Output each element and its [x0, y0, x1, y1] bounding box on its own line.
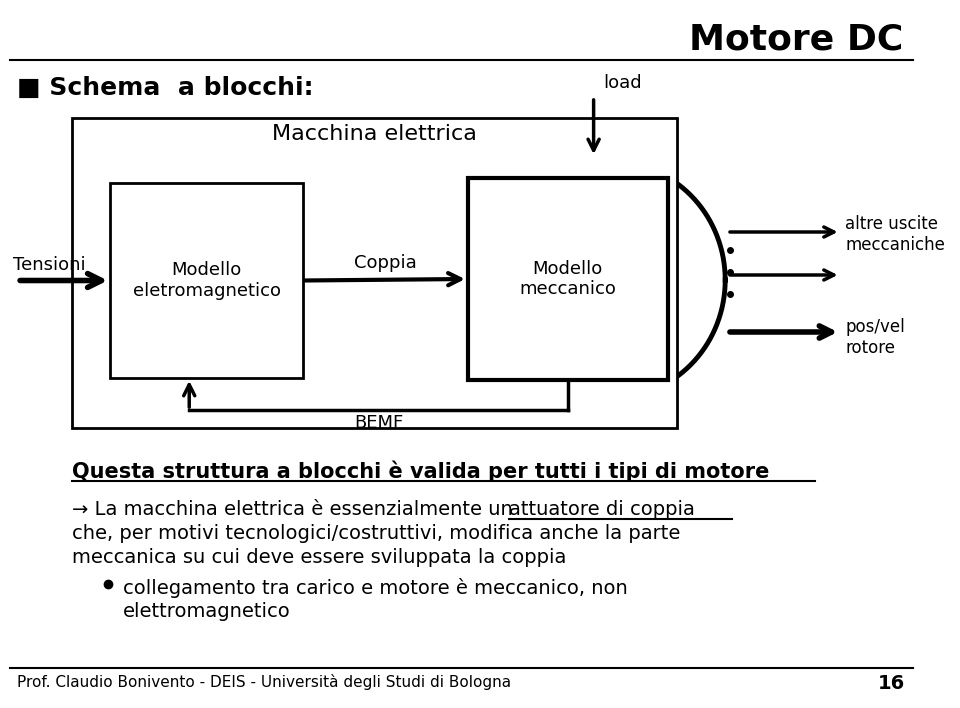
Text: Coppia: Coppia [354, 254, 417, 273]
Text: elettromagnetico: elettromagnetico [123, 602, 291, 621]
Text: Questa struttura a blocchi è valida per tutti i tipi di motore: Questa struttura a blocchi è valida per … [72, 460, 769, 481]
Text: Prof. Claudio Bonivento - DEIS - Università degli Studi di Bologna: Prof. Claudio Bonivento - DEIS - Univers… [17, 674, 512, 690]
Text: che, per motivi tecnologici/costruttivi, modifica anche la parte: che, per motivi tecnologici/costruttivi,… [72, 524, 681, 543]
Text: pos/vel
rotore: pos/vel rotore [846, 318, 905, 357]
Text: load: load [603, 74, 642, 92]
Text: Macchina elettrica: Macchina elettrica [273, 124, 477, 144]
Text: BEMF: BEMF [354, 414, 403, 432]
Bar [468, 178, 667, 380]
Text: Tensioni: Tensioni [13, 256, 86, 275]
Text: collegamento tra carico e motore è meccanico, non: collegamento tra carico e motore è mecca… [123, 578, 628, 598]
Text: Modello
eletromagnetico: Modello eletromagnetico [132, 261, 280, 300]
Bar [72, 118, 677, 428]
Text: attuatore di coppia: attuatore di coppia [509, 500, 695, 519]
Text: Modello
meccanico: Modello meccanico [519, 260, 616, 298]
Text: Motore DC: Motore DC [688, 23, 903, 57]
Text: altre uscite
meccaniche: altre uscite meccaniche [846, 215, 946, 253]
Text: 16: 16 [877, 674, 905, 693]
Bar [110, 183, 302, 378]
Text: meccanica su cui deve essere sviluppata la coppia: meccanica su cui deve essere sviluppata … [72, 548, 566, 567]
Text: ■ Schema  a blocchi:: ■ Schema a blocchi: [17, 76, 314, 100]
Text: → La macchina elettrica è essenzialmente un: → La macchina elettrica è essenzialmente… [72, 500, 519, 519]
